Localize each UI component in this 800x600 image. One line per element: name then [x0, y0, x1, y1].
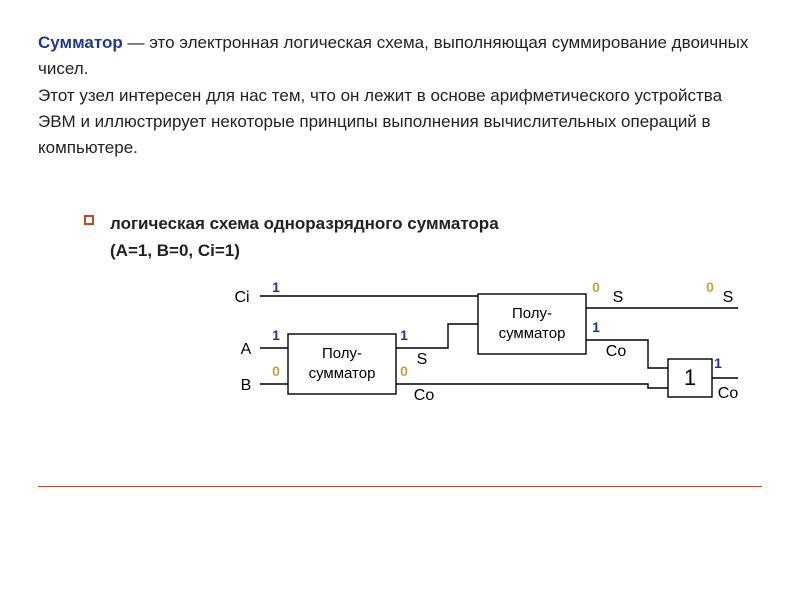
adder-diagram: Ci1A1B0S1Co0S0S0Co1Co1Полу-сумматорПолу-… — [218, 264, 758, 444]
svg-text:Co: Co — [718, 385, 739, 402]
svg-text:A: A — [241, 341, 252, 358]
svg-text:Co: Co — [606, 343, 627, 360]
svg-text:Полу-: Полу- — [512, 305, 552, 322]
description: Сумматор — это электронная логическая сх… — [38, 30, 762, 162]
svg-text:1: 1 — [714, 355, 722, 371]
svg-text:0: 0 — [592, 279, 600, 295]
bullet-icon — [84, 215, 94, 225]
section-title: логическая схема одноразрядного сумматор… — [110, 214, 499, 233]
term: Сумматор — [38, 33, 123, 52]
footer-divider — [38, 486, 762, 487]
svg-text:1: 1 — [272, 279, 280, 295]
svg-text:0: 0 — [400, 363, 408, 379]
svg-text:B: B — [241, 377, 252, 394]
svg-text:1: 1 — [400, 327, 408, 343]
svg-text:1: 1 — [272, 327, 280, 343]
svg-text:S: S — [613, 289, 624, 306]
svg-text:сумматор: сумматор — [499, 325, 566, 342]
svg-text:Co: Co — [414, 387, 435, 404]
svg-text:S: S — [417, 351, 428, 368]
desc-line2: Этот узел интересен для нас тем, что он … — [38, 86, 722, 158]
svg-text:Полу-: Полу- — [322, 345, 362, 362]
svg-text:Ci: Ci — [234, 289, 249, 306]
section-heading: логическая схема одноразрядного сумматор… — [110, 210, 762, 264]
svg-text:сумматор: сумматор — [309, 365, 376, 382]
svg-text:0: 0 — [706, 279, 714, 295]
svg-text:S: S — [723, 289, 734, 306]
svg-text:1: 1 — [684, 365, 696, 390]
svg-text:1: 1 — [592, 319, 600, 335]
svg-text:0: 0 — [272, 363, 280, 379]
desc-line1: — это электронная логическая схема, выпо… — [38, 33, 748, 78]
section-params: (A=1, B=0, Ci=1) — [110, 241, 240, 260]
